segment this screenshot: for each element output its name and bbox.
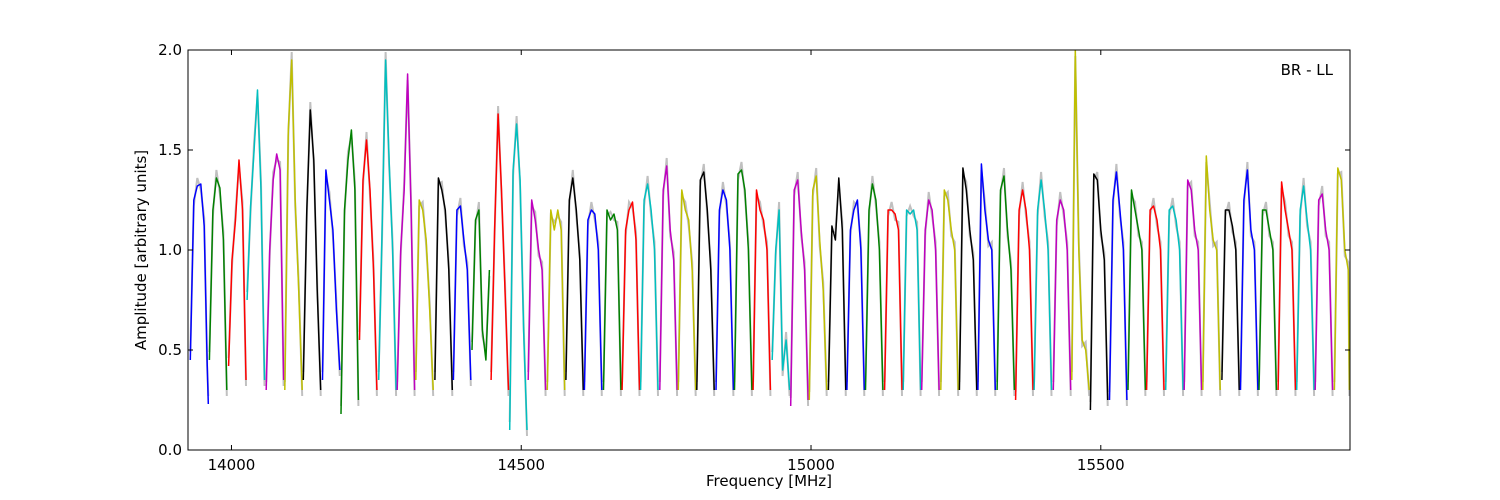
series-line-22 <box>583 209 603 391</box>
series-line-42 <box>958 167 978 391</box>
x-tick-label: 15000 <box>787 456 835 474</box>
series-line-4 <box>246 89 266 381</box>
series-line-47 <box>1052 199 1072 391</box>
series-line-52 <box>1145 205 1165 391</box>
plot-area <box>189 50 1350 437</box>
series-line-3 <box>227 159 247 381</box>
series-line-37 <box>864 183 884 391</box>
series-line-44 <box>996 175 1016 391</box>
series-line-39 <box>902 209 922 391</box>
y-tick-label: 1.5 <box>158 141 182 159</box>
series-line-57 <box>1239 169 1259 391</box>
series-line-56 <box>1221 209 1241 391</box>
series-line-8 <box>321 169 341 381</box>
series-line-51 <box>1127 189 1147 391</box>
x-axis-ticks: 14000 14500 15000 15500 <box>208 50 1125 474</box>
series-line-18 <box>508 123 528 431</box>
series-line-10 <box>358 139 378 391</box>
series-line-43 <box>977 163 997 391</box>
y-tick-label: 1.0 <box>158 241 182 259</box>
series-line-21 <box>565 177 585 391</box>
y-axis-label: Amplitude [arbitrary units] <box>132 150 150 350</box>
series-line-38 <box>883 209 903 391</box>
series-line-30 <box>733 169 753 391</box>
series-line-1 <box>189 183 210 405</box>
series-line-6 <box>284 59 303 391</box>
series-line-62 <box>1333 167 1350 391</box>
series-line-61 <box>1314 193 1334 391</box>
series-line-7 <box>302 109 322 391</box>
series-line-55 <box>1202 155 1221 391</box>
series-line-23 <box>602 209 622 391</box>
series-line-48 <box>1071 50 1090 391</box>
series-line-46 <box>1033 179 1053 391</box>
series-line-27 <box>677 189 697 391</box>
series-line-45 <box>1014 189 1034 401</box>
series-line-13 <box>415 199 434 391</box>
series-line-53 <box>1164 205 1184 391</box>
series-line-11 <box>377 59 397 391</box>
series-line-29 <box>715 189 735 391</box>
series-line-14 <box>434 177 454 391</box>
series-line-33 <box>789 179 809 407</box>
series-line-26 <box>659 165 678 391</box>
series-line-59 <box>1277 181 1297 391</box>
series-line-60 <box>1295 185 1315 391</box>
y-axis-ticks: 0.0 0.5 1.0 1.5 2.0 <box>158 41 1350 459</box>
series-line-41 <box>940 189 959 391</box>
series-line-25 <box>639 183 659 391</box>
series-line-15 <box>452 205 472 381</box>
series-line-58 <box>1258 209 1278 391</box>
y-tick-label: 2.0 <box>158 41 182 59</box>
series-line-36 <box>846 199 866 391</box>
series-line-54 <box>1183 179 1203 391</box>
series-line-12 <box>396 73 416 391</box>
x-axis-label: Frequency [MHz] <box>706 472 832 490</box>
series-line-28 <box>696 171 715 391</box>
series-line-32 <box>771 209 791 391</box>
series-line-34 <box>808 175 828 401</box>
y-tick-label: 0.5 <box>158 341 182 359</box>
series-line-5 <box>265 153 285 391</box>
x-tick-label: 14000 <box>208 456 256 474</box>
baseline-annotation: BR - LL <box>1281 61 1334 79</box>
series-line-40 <box>920 199 940 391</box>
series-line-31 <box>752 189 772 391</box>
series-line-16 <box>471 209 491 361</box>
series-line-50 <box>1108 171 1128 401</box>
x-tick-label: 15500 <box>1077 456 1125 474</box>
series-line-20 <box>546 209 566 391</box>
series-line-9 <box>340 129 360 415</box>
y-tick-label: 0.0 <box>158 441 182 459</box>
series-line-17 <box>490 113 510 391</box>
series-line-19 <box>527 199 547 391</box>
series-line-49 <box>1089 173 1109 411</box>
x-tick-label: 14500 <box>497 456 545 474</box>
series-line-2 <box>208 177 228 391</box>
series-line-24 <box>621 201 641 391</box>
series-line-35 <box>827 177 847 391</box>
